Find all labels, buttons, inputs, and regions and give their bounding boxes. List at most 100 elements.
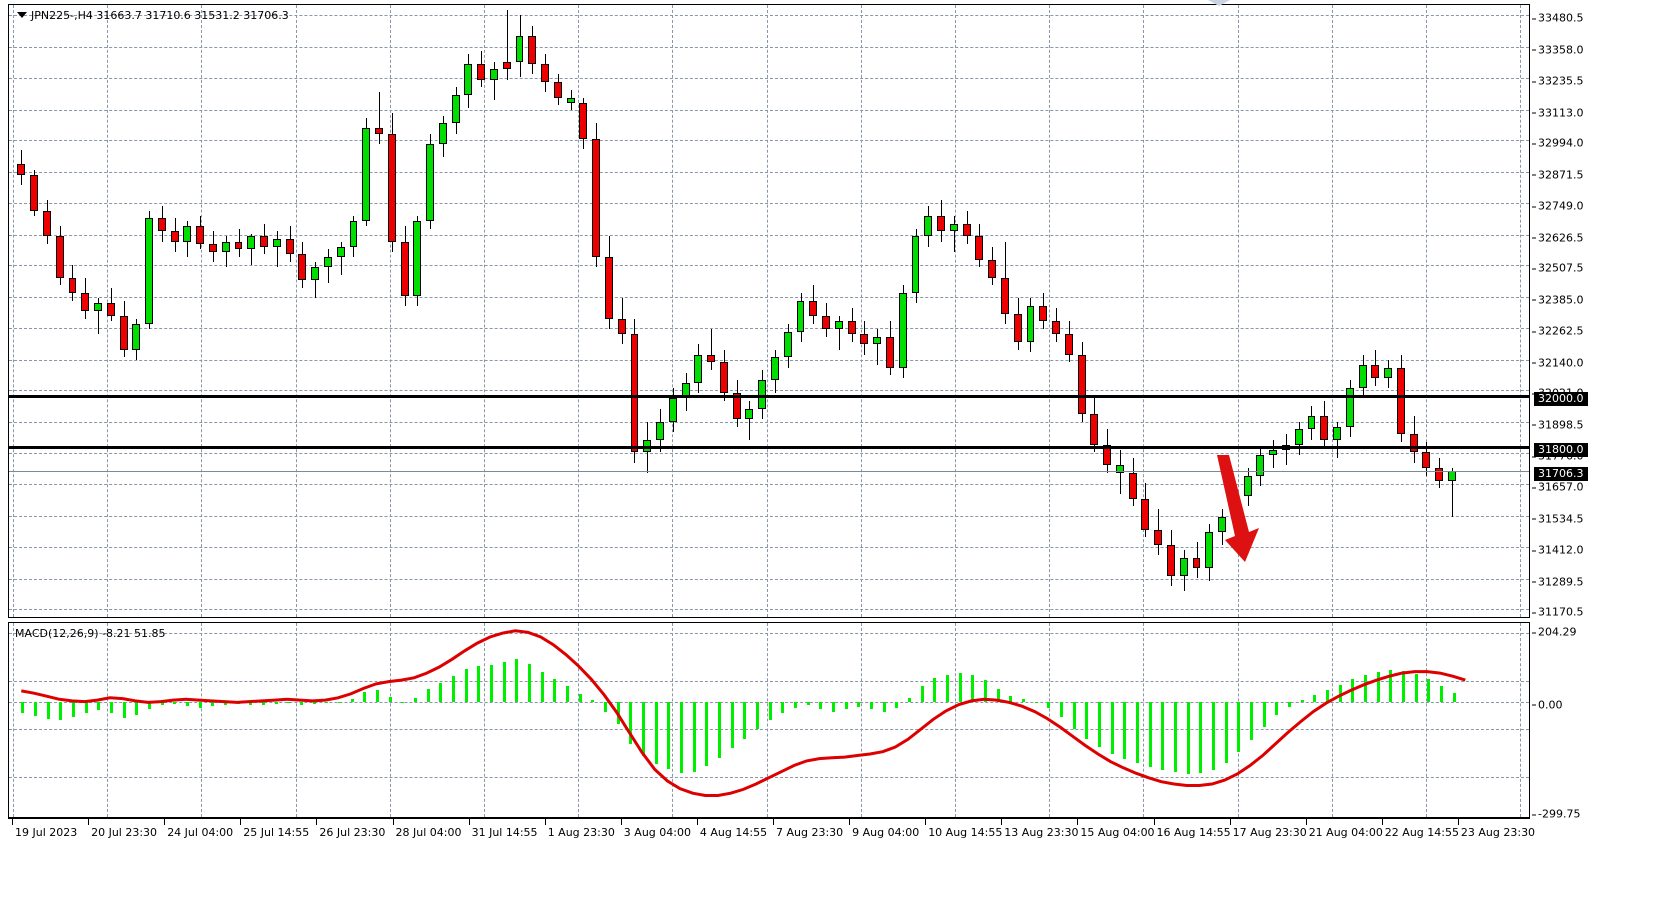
- price-axis-tick: 31412.0: [1532, 544, 1584, 557]
- candle-body: [553, 82, 562, 98]
- bearish-down-arrow[interactable]: [1215, 455, 1259, 562]
- tick-mark: [620, 819, 622, 825]
- horizontal-level-line[interactable]: [9, 394, 1529, 398]
- price-chart-pane[interactable]: JPN225-,H4 31663.7 31710.6 31531.2 31706…: [8, 4, 1530, 618]
- macd-histogram-bar: [553, 679, 556, 702]
- candle-body: [694, 354, 703, 383]
- candle-body: [515, 35, 524, 62]
- candle-body: [490, 69, 498, 80]
- candle-body: [1358, 365, 1367, 389]
- macd-histogram-bar: [249, 701, 252, 706]
- grid-line-vertical: [1426, 5, 1427, 617]
- macd-histogram-bar: [1047, 701, 1050, 708]
- price-plot-area[interactable]: [9, 5, 1529, 617]
- time-axis-label: 25 Jul 14:55: [243, 826, 310, 839]
- macd-histogram-bar: [832, 701, 835, 712]
- candle-body: [68, 277, 77, 293]
- candle-body: [464, 64, 473, 95]
- scroll-nub-icon[interactable]: [1208, 0, 1230, 6]
- macd-histogram-bar: [275, 701, 278, 704]
- candle-body: [822, 316, 831, 329]
- candle-body: [885, 336, 894, 368]
- macd-histogram-bar: [123, 701, 126, 718]
- tick-mark: [164, 819, 166, 825]
- macd-histogram-bar: [756, 701, 759, 729]
- candle-wick: [1452, 467, 1453, 517]
- candle-body: [528, 35, 537, 65]
- macd-histogram-bar: [490, 664, 493, 702]
- macd-histogram-bar: [59, 701, 62, 721]
- macd-histogram-bar: [262, 701, 265, 705]
- candle-wick: [711, 329, 712, 371]
- grid-line-horizontal: [9, 203, 1529, 205]
- candle-body: [949, 223, 958, 232]
- candle-body: [375, 128, 383, 134]
- macd-histogram-bar: [845, 701, 848, 710]
- macd-histogram-bar: [1377, 671, 1380, 702]
- candle-body: [656, 421, 664, 440]
- macd-plot-area[interactable]: [9, 623, 1529, 817]
- grid-line-vertical: [672, 5, 674, 617]
- tick-mark: [468, 819, 470, 825]
- macd-histogram-bar: [1402, 670, 1405, 702]
- macd-histogram-bar: [1035, 701, 1038, 704]
- candle-body: [1128, 473, 1137, 499]
- grid-line-vertical: [766, 5, 768, 617]
- macd-histogram-bar: [477, 666, 480, 702]
- macd-histogram-bar: [743, 701, 746, 739]
- candle-body: [1333, 426, 1341, 440]
- macd-histogram-bar: [693, 701, 696, 772]
- time-axis-label: 23 Aug 23:30: [1460, 826, 1536, 839]
- tick-mark: [1457, 819, 1459, 825]
- chevron-down-icon[interactable]: [17, 12, 27, 18]
- grid-line-horizontal: [9, 78, 1529, 80]
- price-axis-tick: 31170.5: [1532, 606, 1584, 619]
- macd-histogram-bar: [338, 701, 341, 703]
- macd-histogram-bar: [1111, 701, 1114, 754]
- candle-body: [183, 226, 192, 242]
- candle-body: [1179, 557, 1188, 576]
- candle-body: [247, 236, 256, 250]
- candle-body: [937, 215, 945, 232]
- macd-axis[interactable]: 204.29 0.00 -299.75: [1532, 622, 1675, 821]
- macd-histogram-bar: [541, 672, 544, 702]
- macd-histogram-bar: [819, 701, 822, 709]
- time-axis[interactable]: 19 Jul 2023 20 Jul 23:30 24 Jul 04:00 25 Ju…: [8, 818, 1535, 852]
- candle-body: [157, 218, 166, 232]
- chart-ohlc-header: JPN225-,H4 31663.7 31710.6 31531.2 31706…: [31, 9, 289, 22]
- macd-histogram-bar: [667, 701, 670, 770]
- macd-histogram-bar: [579, 693, 582, 702]
- grid-line-horizontal: [9, 234, 1529, 236]
- horizontal-level-line[interactable]: [9, 446, 1529, 450]
- price-axis-tick: 32140.0: [1532, 356, 1584, 369]
- macd-histogram-bar: [85, 701, 88, 714]
- candle-body: [1064, 334, 1073, 355]
- candle-body: [196, 226, 205, 245]
- candle-wick: [1337, 421, 1338, 458]
- price-axis-tick: 32994.0: [1532, 137, 1584, 150]
- candle-body: [1269, 449, 1278, 455]
- level-price-badge[interactable]: 31800.0: [1534, 443, 1588, 458]
- price-axis-tick: 33358.0: [1532, 43, 1584, 56]
- macd-histogram-bar: [325, 701, 328, 703]
- price-axis-tick: 32507.5: [1532, 262, 1584, 275]
- candle-body: [643, 439, 652, 453]
- macd-histogram-bar: [376, 690, 379, 702]
- price-axis-tick: 32871.5: [1532, 168, 1584, 181]
- tick-mark: [925, 819, 927, 825]
- macd-histogram-bar: [946, 674, 949, 702]
- candle-body: [1026, 305, 1035, 342]
- candle-wick: [494, 61, 495, 101]
- macd-histogram-bar: [1009, 696, 1012, 702]
- candle-body: [1115, 465, 1124, 473]
- level-price-badge[interactable]: 32000.0: [1534, 391, 1588, 406]
- macd-histogram-bar: [857, 701, 860, 707]
- candle-wick: [1286, 434, 1287, 466]
- tick-mark: [88, 819, 90, 825]
- candle-body: [1141, 498, 1150, 530]
- macd-histogram-bar: [1288, 701, 1291, 707]
- price-axis[interactable]: 33480.5 33358.0 33235.5 33113.0 32994.0 32871…: [1532, 4, 1675, 619]
- last-price-badge[interactable]: 31706.3: [1534, 467, 1588, 482]
- macd-indicator-pane[interactable]: MACD(12,26,9) -8.21 51.85: [8, 622, 1530, 818]
- macd-histogram-bar: [300, 701, 303, 706]
